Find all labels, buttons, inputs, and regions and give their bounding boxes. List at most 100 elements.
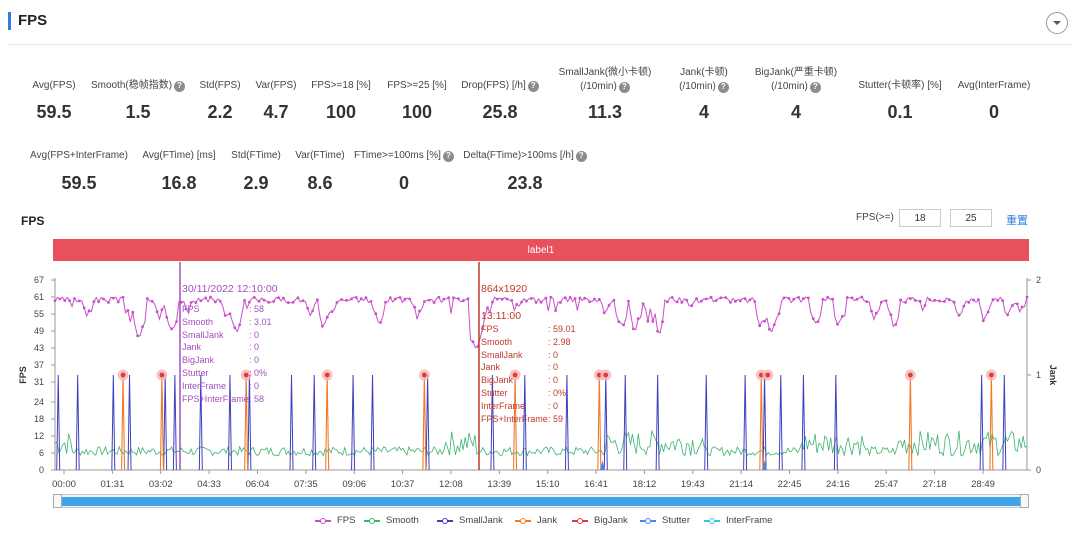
fps-point bbox=[850, 296, 854, 300]
x-tick-label: 06:04 bbox=[246, 479, 270, 490]
metric-metrics_row1-6: Drop(FPS) [/h]? 25.8 bbox=[455, 75, 545, 122]
label-bar[interactable]: label1 bbox=[53, 239, 1029, 261]
fps-threshold-high-input[interactable] bbox=[950, 209, 992, 227]
fps-point bbox=[452, 296, 455, 300]
legend-symbol bbox=[315, 517, 331, 525]
fps-point bbox=[345, 298, 348, 302]
fps-point bbox=[1011, 304, 1014, 307]
tooltip-right-row: InterFrame: 0 bbox=[481, 400, 559, 411]
fps-point bbox=[359, 297, 363, 300]
help-icon[interactable]: ? bbox=[618, 81, 630, 93]
fps-point bbox=[252, 296, 256, 299]
metric-metrics_row1-5: FPS>=25 [%] 100 bbox=[377, 75, 457, 122]
fps-point bbox=[607, 303, 611, 307]
metric-value: 4.7 bbox=[263, 102, 289, 122]
fps-point bbox=[87, 309, 91, 313]
metric-value: 2.9 bbox=[243, 173, 269, 193]
x-tick-label: 18:12 bbox=[633, 479, 657, 490]
fps-point bbox=[189, 301, 193, 304]
fps-point bbox=[913, 299, 917, 302]
fps-point bbox=[248, 300, 251, 304]
fps-point bbox=[709, 295, 713, 299]
help-icon[interactable]: ? bbox=[174, 80, 186, 92]
metric-label: BigJank(严重卡顿) (/10min)? bbox=[754, 67, 838, 93]
fps-point bbox=[1001, 299, 1005, 302]
fps-point bbox=[126, 309, 130, 312]
fps-point bbox=[272, 300, 276, 303]
slider-range-fill[interactable] bbox=[62, 497, 1020, 506]
small-jank-spike bbox=[75, 374, 80, 471]
legend-item-stutter[interactable]: Stutter bbox=[640, 515, 690, 526]
small-jank-spike bbox=[370, 374, 375, 471]
fps-point bbox=[549, 295, 553, 299]
x-tick-label: 09:06 bbox=[342, 479, 366, 490]
collapse-button[interactable] bbox=[1046, 12, 1068, 34]
jank-spike bbox=[759, 374, 764, 471]
small-jank-spike bbox=[127, 374, 132, 471]
fps-point bbox=[340, 298, 344, 301]
time-range-slider[interactable] bbox=[53, 494, 1029, 508]
slider-left-handle[interactable] bbox=[53, 494, 62, 508]
x-tick-label: 04:33 bbox=[197, 479, 221, 490]
legend-item-jank[interactable]: Jank bbox=[515, 515, 557, 526]
bigjank-marker bbox=[159, 372, 165, 378]
fps-threshold-low-input[interactable] bbox=[899, 209, 941, 227]
help-icon[interactable]: ? bbox=[575, 150, 587, 162]
metric-label: Drop(FPS) [/h]? bbox=[461, 80, 539, 92]
fps-point bbox=[165, 316, 169, 319]
bigjank-marker bbox=[421, 372, 427, 378]
fps-point bbox=[529, 297, 533, 300]
fps-point bbox=[879, 300, 883, 304]
slider-right-handle[interactable] bbox=[1020, 494, 1029, 508]
fps-point bbox=[986, 310, 990, 314]
help-icon[interactable]: ? bbox=[809, 81, 821, 93]
help-icon[interactable]: ? bbox=[442, 150, 454, 162]
metric-value: 59.5 bbox=[36, 102, 72, 122]
fps-point bbox=[393, 297, 397, 301]
tooltip-right-resolution: 864x1920 bbox=[481, 283, 528, 295]
reset-button[interactable]: 重置 bbox=[1006, 215, 1028, 227]
fps-point bbox=[73, 297, 76, 300]
legend-item-interframe[interactable]: InterFrame bbox=[704, 515, 772, 526]
fps-point bbox=[865, 300, 868, 303]
small-jank-spike bbox=[111, 374, 116, 471]
jank-spike bbox=[422, 374, 427, 471]
fps-point bbox=[768, 327, 771, 331]
metric-metrics_row1-8: Jank(卡顿) (/10min)? 4 bbox=[664, 62, 744, 122]
small-jank-spike bbox=[227, 374, 232, 471]
x-tick-label: 27:18 bbox=[923, 479, 947, 490]
legend-item-fps[interactable]: FPS bbox=[315, 515, 355, 526]
y2-tick-label: 2 bbox=[1036, 275, 1041, 285]
fps-point bbox=[471, 340, 475, 344]
fps-point bbox=[505, 297, 509, 301]
fps-point bbox=[840, 315, 844, 318]
fps-point bbox=[899, 298, 902, 302]
legend-symbol bbox=[704, 517, 720, 525]
x-tick-label: 15:10 bbox=[536, 479, 560, 490]
metric-value: 0 bbox=[988, 102, 999, 122]
legend-symbol bbox=[640, 517, 656, 525]
metric-value: 4 bbox=[790, 102, 801, 122]
legend-item-smalljank[interactable]: SmallJank bbox=[437, 515, 503, 526]
metric-metrics_row1-4: FPS>=18 [%] 100 bbox=[301, 75, 381, 122]
fps-point bbox=[457, 297, 460, 300]
legend-item-smooth[interactable]: Smooth bbox=[364, 515, 419, 526]
metric-label: Avg(FTime) [ms] bbox=[142, 150, 216, 161]
metric-metrics_row1-7: SmallJank(微小卡顿) (/10min)? 11.3 bbox=[550, 62, 660, 122]
help-icon[interactable]: ? bbox=[717, 81, 729, 93]
jank-spike bbox=[989, 374, 994, 471]
fps-point bbox=[617, 320, 621, 324]
fps-point bbox=[131, 310, 135, 314]
fps-point bbox=[335, 301, 339, 304]
fps-point bbox=[398, 296, 402, 299]
small-jank-spike bbox=[1002, 374, 1007, 471]
fps-point bbox=[277, 296, 280, 300]
x-tick-label: 07:35 bbox=[294, 479, 318, 490]
help-icon[interactable]: ? bbox=[527, 80, 539, 92]
metric-value: 23.8 bbox=[507, 173, 543, 193]
fps-point bbox=[831, 297, 834, 301]
small-jank-spike bbox=[564, 374, 569, 471]
legend-item-bigjank[interactable]: BigJank bbox=[572, 515, 628, 526]
fps-point bbox=[563, 296, 567, 300]
